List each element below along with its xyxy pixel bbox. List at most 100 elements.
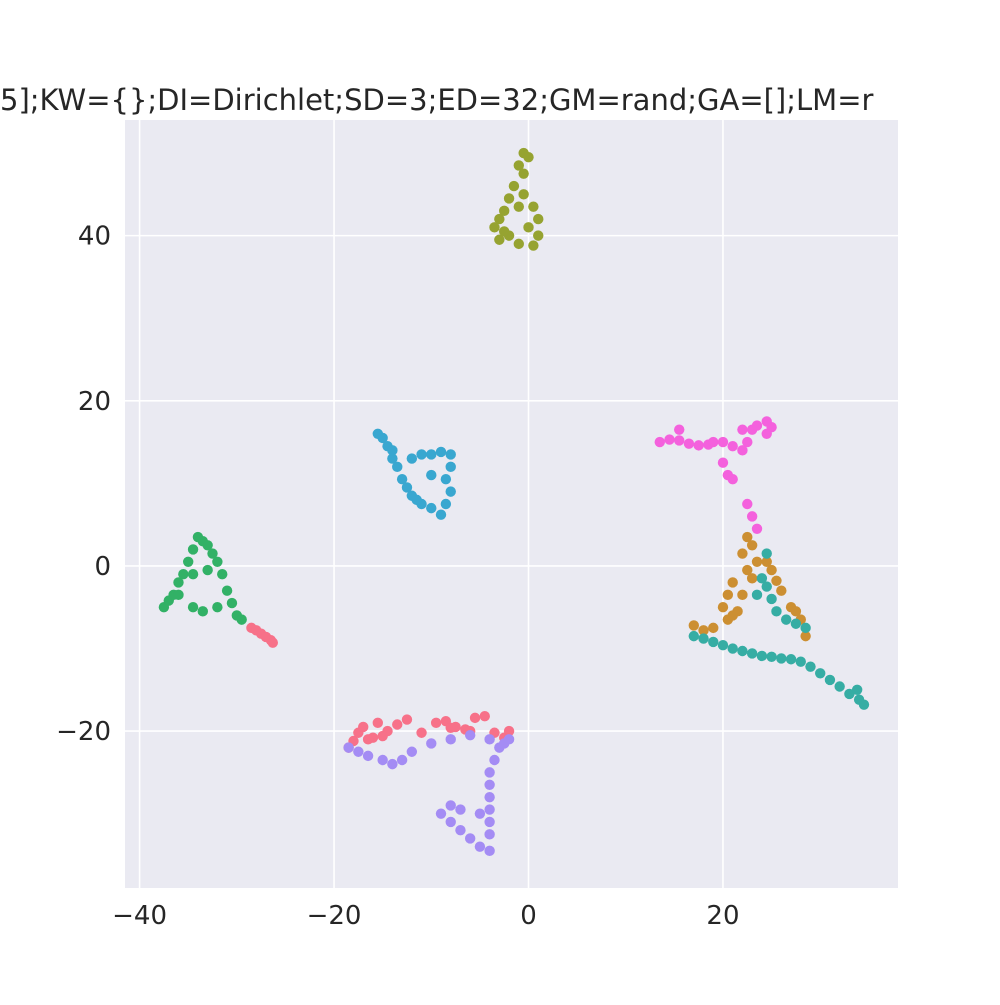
data-point	[430, 717, 442, 729]
data-point	[746, 540, 758, 551]
data-point	[362, 734, 374, 745]
data-point	[683, 438, 695, 449]
data-point	[406, 746, 418, 757]
data-point	[858, 699, 870, 710]
data-point	[503, 725, 515, 737]
data-point	[528, 240, 539, 251]
data-point	[834, 681, 845, 692]
tick-labels: −40 −20 0 20 −20 0 20 40	[56, 222, 739, 931]
data-point	[494, 742, 505, 753]
data-point	[426, 502, 437, 514]
data-point	[426, 469, 437, 481]
data-point	[396, 474, 408, 485]
data-point	[674, 435, 685, 446]
data-point	[746, 648, 758, 659]
data-point	[800, 630, 811, 642]
data-point	[484, 779, 495, 790]
data-point	[693, 440, 704, 451]
data-point	[377, 432, 388, 444]
data-point	[484, 767, 495, 778]
data-point	[440, 474, 452, 485]
data-point	[226, 597, 238, 609]
data-point	[761, 581, 772, 592]
data-points	[158, 147, 870, 857]
data-point	[508, 180, 520, 192]
series-2	[489, 147, 544, 251]
data-point	[494, 234, 505, 245]
data-point	[717, 436, 729, 448]
data-point	[416, 449, 427, 460]
data-point	[178, 568, 189, 580]
data-point	[212, 602, 223, 613]
data-point	[377, 730, 388, 742]
data-point	[751, 523, 763, 534]
data-point	[698, 633, 709, 644]
data-point	[851, 684, 863, 696]
data-point	[664, 434, 675, 445]
data-point	[815, 668, 826, 679]
data-point	[746, 573, 758, 584]
data-point	[708, 636, 719, 648]
data-point	[518, 168, 529, 179]
plot-background	[125, 120, 898, 888]
data-point	[202, 564, 213, 576]
data-point	[751, 556, 763, 568]
x-tick-label: −40	[112, 901, 167, 931]
data-point	[202, 540, 213, 551]
data-point	[358, 721, 369, 733]
data-point	[727, 440, 738, 452]
data-point	[197, 606, 208, 617]
grid-lines	[125, 120, 898, 888]
data-point	[776, 653, 787, 664]
data-point	[766, 564, 777, 576]
data-point	[533, 230, 544, 241]
data-point	[717, 457, 729, 468]
data-point	[362, 750, 374, 762]
data-point	[533, 213, 544, 225]
data-point	[187, 568, 199, 580]
x-tick-label: 0	[520, 901, 537, 931]
data-point	[455, 824, 466, 836]
data-point	[392, 719, 403, 730]
data-point	[445, 800, 456, 811]
data-point	[654, 436, 665, 448]
data-point	[737, 589, 748, 601]
y-tick-label: 0	[94, 552, 111, 582]
data-point	[737, 548, 748, 559]
data-point	[771, 606, 782, 617]
data-point	[187, 544, 199, 555]
data-point	[426, 449, 437, 460]
data-point	[727, 643, 738, 654]
y-tick-label: 20	[78, 387, 111, 417]
data-point	[674, 424, 685, 435]
data-point	[474, 841, 486, 852]
data-point	[698, 625, 709, 636]
data-point	[751, 420, 763, 431]
data-point	[751, 589, 763, 601]
data-point	[785, 654, 797, 665]
series-6	[343, 730, 515, 857]
y-tick-label: −20	[56, 717, 111, 747]
data-point	[528, 201, 539, 212]
data-point	[688, 630, 700, 642]
data-point	[377, 754, 388, 766]
data-point	[742, 531, 753, 543]
data-point	[484, 791, 495, 803]
data-point	[484, 845, 495, 857]
data-point	[489, 222, 500, 233]
data-point	[513, 238, 524, 250]
data-point	[717, 640, 729, 651]
data-point	[484, 734, 495, 745]
data-point	[484, 804, 495, 815]
data-point	[401, 482, 413, 493]
data-point	[426, 738, 437, 749]
data-point	[795, 656, 806, 667]
series-1	[688, 531, 811, 642]
data-point	[464, 833, 476, 844]
data-point	[353, 746, 364, 757]
data-point	[343, 742, 354, 753]
data-point	[708, 436, 719, 448]
data-point	[688, 620, 700, 631]
data-point	[401, 714, 413, 725]
